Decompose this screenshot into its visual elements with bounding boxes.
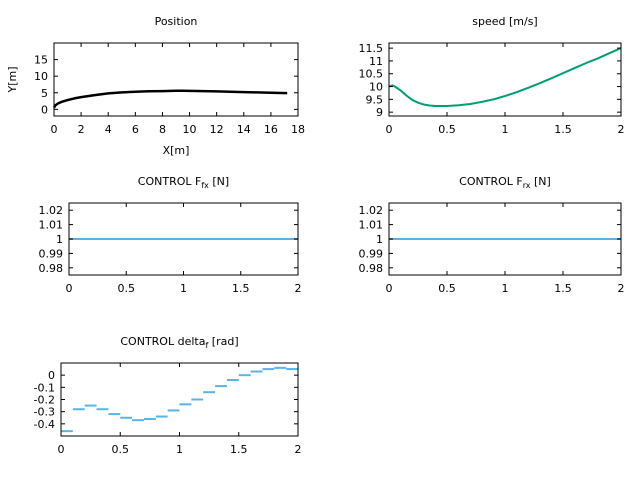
- chart-title-subscript: fx: [201, 181, 209, 190]
- y-tick-label: 0.99: [359, 247, 384, 260]
- x-tick-label: 14: [237, 123, 251, 136]
- chart-title-suffix: [N]: [531, 175, 551, 188]
- y-tick-label: 0: [48, 369, 55, 382]
- y-tick-label: 1.02: [39, 204, 64, 217]
- y-tick-label: 1: [56, 233, 63, 246]
- x-tick-label: 2: [618, 282, 625, 295]
- x-tick-label: 2: [295, 443, 302, 456]
- y-tick-label: 11.5: [359, 42, 384, 55]
- x-tick-label: 0: [386, 123, 393, 136]
- x-tick-label: 4: [105, 123, 112, 136]
- x-tick-label: 1: [502, 123, 509, 136]
- chart-title: CONTROL deltaf [rad]: [120, 335, 238, 350]
- y-tick-label: 0: [41, 103, 48, 116]
- chart-rx: CONTROL Frx [N]0 0.5 1 1.5 20.980.9911.011.0…: [359, 175, 625, 295]
- x-tick-label: 0: [386, 282, 393, 295]
- x-tick-label: 18: [291, 123, 305, 136]
- chart-title-subscript: rx: [523, 181, 531, 190]
- chart-title: Position: [155, 15, 198, 28]
- chart-title-suffix: [N]: [209, 175, 229, 188]
- x-tick-label: 2: [618, 123, 625, 136]
- x-tick-label: 0.5: [118, 282, 136, 295]
- y-tick-label: 0.99: [39, 247, 64, 260]
- x-tick-label: 0.5: [438, 123, 456, 136]
- plot-frame: [53, 42, 299, 117]
- chart-position: Position 0 2 4 6 8 10 12 14 16 18 0 5 10 15 X[m] Y[m]: [6, 15, 305, 157]
- y-tick-label: 1.01: [39, 219, 64, 232]
- x-tick-label: 2: [78, 123, 85, 136]
- y-tick-label: -0.4: [34, 418, 55, 431]
- x-tick-label: 10: [183, 123, 197, 136]
- x-tick-label: 16: [264, 123, 278, 136]
- y-tick-label: 1.02: [359, 204, 384, 217]
- x-tick-label: 0: [66, 282, 73, 295]
- y-tick-label: 0.98: [39, 262, 64, 275]
- x-tick-label: 1.5: [554, 282, 572, 295]
- x-tick-label: 8: [159, 123, 166, 136]
- x-tick-label: 2: [295, 282, 302, 295]
- x-tick-label: 0.5: [438, 282, 456, 295]
- x-tick-label: 1.5: [554, 123, 572, 136]
- x-tick-label: 1.5: [232, 282, 250, 295]
- series-line: [388, 47, 622, 107]
- y-tick-label: 10: [369, 81, 383, 94]
- x-tick-label: 1.5: [230, 443, 248, 456]
- y-tick-label: 11: [369, 55, 383, 68]
- plot-frame: [60, 362, 299, 437]
- chart-title-subscript: f: [205, 341, 208, 350]
- y-tick-label: 5: [41, 87, 48, 100]
- y-tick-label: 15: [34, 54, 48, 67]
- y-tick-label: -0.3: [34, 406, 55, 419]
- y-tick-label: 10.5: [359, 68, 384, 81]
- x-tick-label: 0.5: [112, 443, 130, 456]
- x-tick-label: 0: [51, 123, 58, 136]
- series-line: [52, 89, 288, 109]
- chart-title: CONTROL Frx [N]: [459, 175, 551, 190]
- chart-title: CONTROL Ffx [N]: [138, 175, 229, 190]
- y-tick-label: 9: [376, 106, 383, 119]
- y-tick-label: 9.5: [366, 93, 384, 106]
- chart-delta: CONTROL deltaf [rad]0 0.5 1 1.5 2-0.4-0.3-0.…: [34, 335, 302, 456]
- x-tick-label: 6: [132, 123, 139, 136]
- x-tick-label: 12: [210, 123, 224, 136]
- chart-fx: CONTROL Ffx [N]0 0.5 1 1.5 20.980.9911.011.0…: [39, 175, 302, 295]
- chart-title-suffix: [rad]: [208, 335, 238, 348]
- x-tick-label: 0: [58, 443, 65, 456]
- y-tick-label: 10: [34, 70, 48, 83]
- x-tick-label: 1: [502, 282, 509, 295]
- y-tick-label: 0.98: [359, 262, 384, 275]
- y-tick-label: 1.01: [359, 219, 384, 232]
- y-tick-label: -0.2: [34, 394, 55, 407]
- y-tick-label: 1: [376, 233, 383, 246]
- y-axis-label: Y[m]: [6, 66, 19, 93]
- chart-title: speed [m/s]: [472, 15, 537, 28]
- y-tick-label: -0.1: [34, 381, 55, 394]
- x-tick-label: 1: [176, 443, 183, 456]
- x-tick-label: 1: [180, 282, 187, 295]
- x-axis-label: X[m]: [163, 144, 190, 157]
